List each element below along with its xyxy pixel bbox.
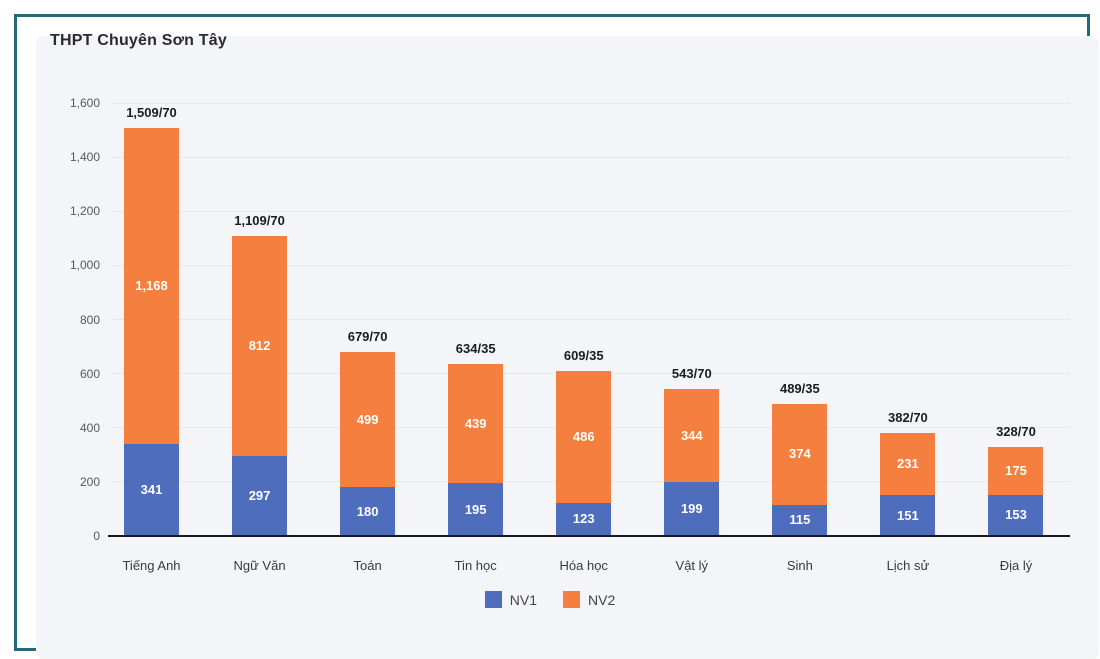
y-axis-tick-label: 400 [79,420,100,435]
bar-total-label: 634/35 [455,341,496,357]
bar-value-label-nv1: 195 [464,501,487,517]
bar-value-label-nv2: 231 [897,455,919,471]
gridline [110,156,1070,158]
x-axis-category-label: Hóa học [559,558,608,573]
legend-color-swatch-nv2 [563,591,580,608]
bar-segment-nv1-col-1[interactable] [124,443,179,536]
y-axis-tick-label: 800 [79,312,100,327]
y-axis-tick-label: 200 [79,474,100,489]
bar-segment-nv1-col-2[interactable] [232,455,288,536]
x-axis-category-label: Tin học [454,558,497,573]
x-axis-line [108,535,1070,537]
bar-total-label: 489/35 [779,380,820,396]
bar-total-label: 1,509/70 [126,104,177,120]
bar-value-label-nv1: 123 [572,511,595,527]
bar-value-label-nv2: 1,168 [135,277,168,293]
bar-value-label-nv1: 153 [1005,507,1027,523]
bar-total-label: 543/70 [671,366,712,382]
chart-card [36,36,1099,659]
bar-total-label: 328/70 [996,424,1036,440]
bar-total-label: 679/70 [347,329,388,345]
bar-segment-nv2-col-5[interactable] [556,371,612,503]
bar-value-label-nv2: 344 [680,427,703,443]
bar-segment-nv1-col-5[interactable] [556,502,612,536]
bar-segment-nv2-col-4[interactable] [448,364,504,484]
y-axis-tick-label: 1,400 [69,150,100,165]
y-axis-tick-label: 600 [79,366,100,381]
bar-total-label: 382/70 [888,409,928,425]
bar-value-label-nv2: 486 [572,428,595,444]
legend-color-swatch-nv1 [484,591,502,608]
bar-segment-nv2-col-6[interactable] [664,389,720,483]
legend-label-nv1: NV1 [509,591,537,608]
x-axis-category-label: Ngữ Văn [233,558,286,573]
bar-segment-nv2-col-8[interactable] [880,432,936,496]
bar-segment-nv1-col-8[interactable] [880,495,936,536]
window-frame [14,14,1099,659]
gridline [110,102,1070,104]
x-axis-category-label: Địa lý [999,558,1033,573]
bar-value-label-nv2: 812 [248,337,271,353]
bar-value-label-nv2: 175 [1005,462,1027,478]
bar-value-label-nv2: 374 [789,446,811,462]
bar-segment-nv2-col-2[interactable] [232,235,288,456]
bar-total-label: 1,109/70 [234,212,285,228]
y-axis-tick-label: 1,000 [69,258,100,273]
chart-title: THPT Chuyên Sơn Tây [50,32,227,49]
bar-segment-nv2-col-3[interactable] [340,352,396,488]
x-axis-category-label: Vật lý [675,558,709,573]
bar-value-label-nv1: 115 [789,512,811,528]
bar-segment-nv2-col-1[interactable] [124,127,179,444]
bar-segment-nv1-col-9[interactable] [988,494,1044,536]
bar-segment-nv1-col-7[interactable] [772,504,828,536]
gridline [110,210,1070,212]
legend-item-nv1[interactable]: NV1 [484,591,537,608]
legend-label-nv2: NV2 [588,591,616,608]
bar-segment-nv1-col-3[interactable] [340,487,396,536]
bar-segment-nv2-col-9[interactable] [988,447,1044,495]
bar-value-label-nv1: 151 [897,507,919,523]
bar-segment-nv1-col-6[interactable] [664,482,720,536]
y-axis-tick-label: 1,600 [69,96,100,110]
x-axis-category-label: Tiếng Anh [122,558,181,573]
legend-item-nv2[interactable]: NV2 [563,591,615,608]
bar-total-label: 609/35 [563,348,604,364]
x-axis-category-label: Toán [353,558,382,573]
y-axis-tick-label: 0 [93,529,100,543]
x-axis-category-label: Sinh [786,558,813,573]
bar-value-label-nv1: 341 [140,481,163,497]
bar-value-label-nv2: 499 [356,411,379,427]
gridline [110,319,1070,320]
bar-segment-nv1-col-4[interactable] [448,483,504,536]
bar-segment-nv2-col-7[interactable] [772,403,828,505]
x-axis-category-label: Lịch sử [886,558,930,573]
y-axis-tick-label: 1,200 [69,204,100,219]
chart-legend: NV1 NV2 [0,591,1100,608]
bar-value-label-nv2: 439 [464,415,487,431]
bar-value-label-nv1: 180 [356,503,379,519]
gridline [110,264,1070,266]
bar-value-label-nv1: 297 [248,487,271,503]
bar-value-label-nv1: 199 [680,501,703,517]
